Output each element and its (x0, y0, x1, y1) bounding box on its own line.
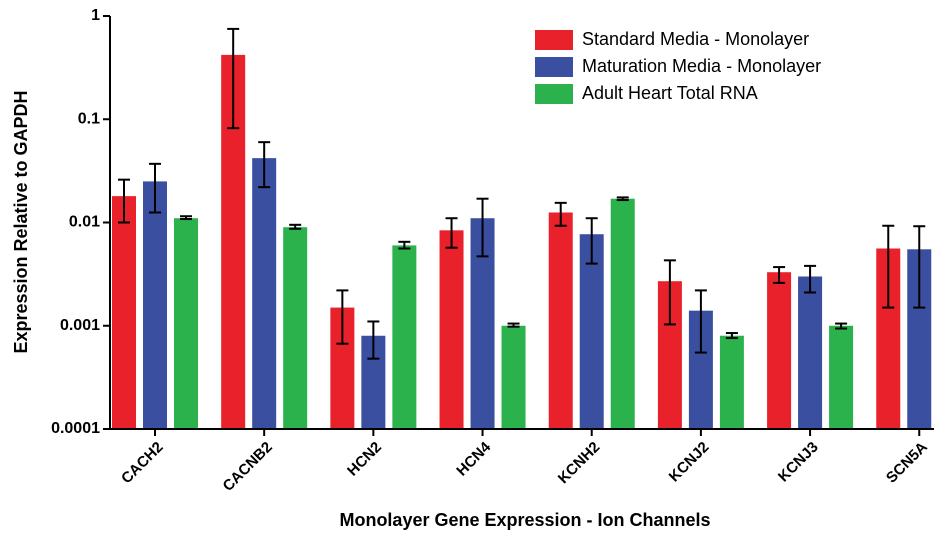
legend-label: Standard Media - Monolayer (582, 29, 809, 49)
bar (392, 245, 417, 429)
legend-swatch (535, 84, 573, 104)
x-tick-label: KCNJ3 (775, 439, 822, 486)
bar (767, 272, 792, 429)
y-tick-label: 0.0001 (51, 420, 100, 437)
y-axis-label: Expression Relative to GAPDH (11, 90, 31, 353)
legend-swatch (535, 30, 573, 50)
x-tick-label: CACNB2 (220, 439, 276, 495)
bar (610, 198, 635, 429)
x-tick-label: CACH2 (118, 439, 167, 488)
y-tick-label: 0.1 (78, 110, 100, 127)
bar (501, 325, 526, 429)
x-tick-label: HCN4 (453, 438, 494, 479)
bar (283, 227, 308, 429)
x-tick-label: HCN2 (344, 439, 385, 480)
legend-label: Adult Heart Total RNA (582, 83, 758, 103)
bar (829, 325, 854, 429)
legend-label: Maturation Media - Monolayer (582, 56, 821, 76)
bar (112, 196, 136, 429)
x-tick-label: KCNJ2 (666, 439, 713, 486)
x-axis-label: Monolayer Gene Expression - Ion Channels (339, 510, 710, 530)
bar (143, 181, 167, 429)
x-tick-label: SCN5A (883, 439, 931, 487)
bar (798, 276, 823, 429)
bar (252, 158, 277, 429)
bar (548, 212, 573, 429)
bar (439, 230, 464, 429)
bar (719, 335, 744, 429)
bar (174, 218, 198, 429)
y-tick-label: 1 (91, 7, 100, 24)
y-tick-label: 0.01 (69, 214, 100, 231)
x-tick-label: KCNH2 (555, 439, 604, 488)
y-tick-label: 0.001 (60, 317, 100, 334)
bar (579, 234, 604, 429)
legend-swatch (535, 57, 573, 77)
